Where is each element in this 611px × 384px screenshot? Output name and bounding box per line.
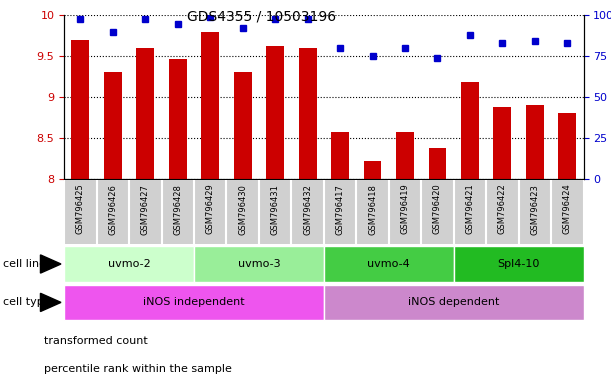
Polygon shape xyxy=(40,255,61,273)
Text: GSM796418: GSM796418 xyxy=(368,184,377,235)
Text: GSM796428: GSM796428 xyxy=(174,184,182,235)
Text: GSM796420: GSM796420 xyxy=(433,184,442,234)
Bar xyxy=(104,73,122,179)
Text: GSM796430: GSM796430 xyxy=(238,184,247,235)
Text: cell type: cell type xyxy=(3,297,51,308)
Bar xyxy=(364,161,381,179)
Bar xyxy=(494,107,511,179)
Text: GSM796429: GSM796429 xyxy=(206,184,214,234)
Text: uvmo-3: uvmo-3 xyxy=(238,259,280,269)
Bar xyxy=(453,247,584,281)
Text: percentile rank within the sample: percentile rank within the sample xyxy=(43,364,232,374)
Bar xyxy=(64,247,194,281)
Text: uvmo-4: uvmo-4 xyxy=(367,259,410,269)
Bar xyxy=(194,247,324,281)
Bar xyxy=(201,32,219,179)
Text: GSM796432: GSM796432 xyxy=(303,184,312,235)
Text: uvmo-2: uvmo-2 xyxy=(108,259,150,269)
Bar xyxy=(324,247,453,281)
Text: GSM796421: GSM796421 xyxy=(466,184,474,234)
Text: iNOS independent: iNOS independent xyxy=(143,297,245,308)
Bar xyxy=(71,40,89,179)
Bar xyxy=(64,285,324,320)
Bar xyxy=(331,132,349,179)
Text: GSM796417: GSM796417 xyxy=(335,184,345,235)
Text: GSM796423: GSM796423 xyxy=(530,184,540,235)
Text: Spl4-10: Spl4-10 xyxy=(497,259,540,269)
Bar xyxy=(324,285,584,320)
Bar xyxy=(64,180,584,244)
Bar xyxy=(558,113,576,179)
Polygon shape xyxy=(40,293,61,311)
Bar xyxy=(299,48,316,179)
Text: GSM796425: GSM796425 xyxy=(76,184,85,234)
Bar xyxy=(428,147,447,179)
Text: GSM796422: GSM796422 xyxy=(498,184,507,234)
Text: GSM796424: GSM796424 xyxy=(563,184,572,234)
Text: GSM796426: GSM796426 xyxy=(108,184,117,235)
Bar xyxy=(234,73,252,179)
Bar xyxy=(169,59,187,179)
Text: transformed count: transformed count xyxy=(43,336,147,346)
Bar xyxy=(136,48,154,179)
Bar xyxy=(266,46,284,179)
Text: GSM796431: GSM796431 xyxy=(271,184,280,235)
Text: iNOS dependent: iNOS dependent xyxy=(408,297,499,308)
Bar xyxy=(461,82,479,179)
Bar xyxy=(526,105,544,179)
Text: GSM796427: GSM796427 xyxy=(141,184,150,235)
Text: cell line: cell line xyxy=(3,259,46,269)
Text: GSM796419: GSM796419 xyxy=(400,184,409,234)
Text: GDS4355 / 10503196: GDS4355 / 10503196 xyxy=(187,10,336,23)
Bar xyxy=(396,132,414,179)
